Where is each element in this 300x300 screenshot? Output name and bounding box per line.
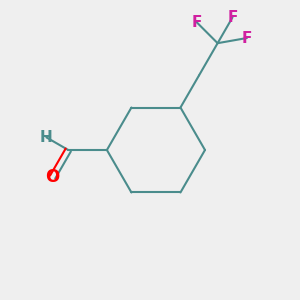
Text: O: O	[46, 168, 60, 186]
Text: F: F	[191, 15, 202, 30]
Text: F: F	[242, 31, 252, 46]
Text: H: H	[40, 130, 53, 145]
Text: F: F	[227, 10, 238, 25]
